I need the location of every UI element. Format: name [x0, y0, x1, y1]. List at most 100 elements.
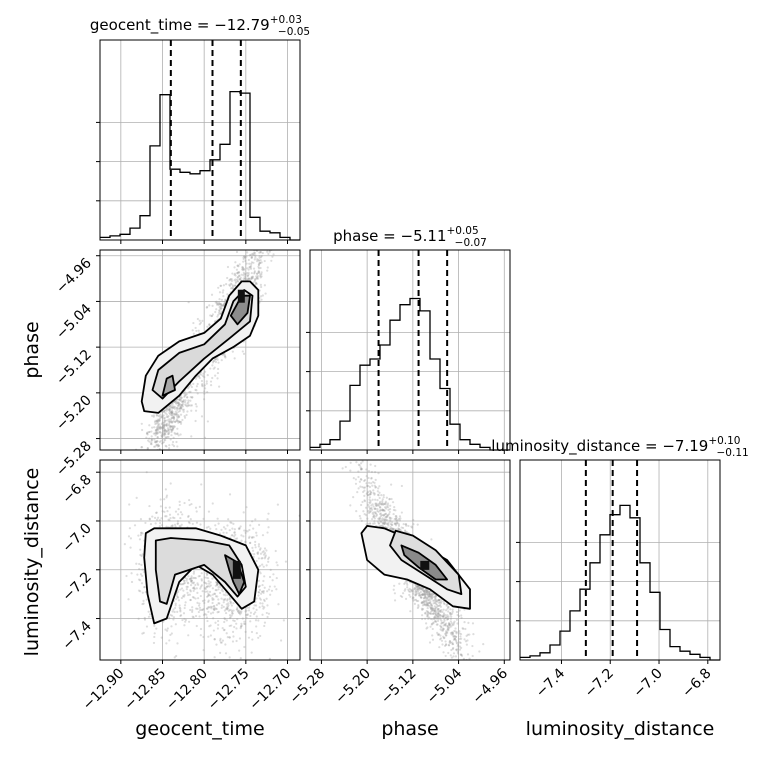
sample-point [275, 226, 277, 228]
sample-point [406, 586, 408, 588]
sample-point [405, 525, 407, 527]
sample-point [188, 391, 190, 393]
sample-point [156, 414, 158, 416]
sample-point [146, 481, 148, 483]
sample-point [188, 301, 190, 303]
sample-point [379, 497, 381, 499]
sample-point [229, 637, 231, 639]
sample-point [232, 523, 234, 525]
sample-point [450, 618, 452, 620]
sample-point [460, 654, 462, 656]
sample-point [207, 636, 209, 638]
sample-point [274, 585, 276, 587]
sample-point [269, 594, 271, 596]
sample-point [206, 383, 208, 385]
sample-point [231, 272, 233, 274]
sample-point [268, 245, 270, 247]
sample-point [128, 461, 130, 463]
sample-point [192, 383, 194, 385]
sample-point [131, 581, 133, 583]
sample-point [349, 469, 351, 471]
sample-point [278, 222, 280, 224]
sample-point [215, 589, 217, 591]
sample-point [214, 656, 216, 658]
sample-point [212, 361, 214, 363]
sample-point [267, 526, 269, 528]
sample-point [251, 256, 253, 258]
sample-point [212, 587, 214, 589]
sample-point [186, 410, 188, 412]
sample-point [229, 609, 231, 611]
sample-point [245, 532, 247, 534]
sample-point [447, 608, 449, 610]
sample-point [276, 577, 278, 579]
sample-point [456, 611, 458, 613]
sample-point [149, 453, 151, 455]
sample-point [152, 664, 154, 666]
sample-point [228, 279, 230, 281]
sample-point [150, 523, 152, 525]
sample-point [174, 611, 176, 613]
xlabel-geocent-time: geocent_time [135, 718, 264, 740]
sample-point [355, 456, 357, 458]
sample-point [140, 564, 142, 566]
sample-point [279, 223, 281, 225]
sample-point [187, 582, 189, 584]
sample-point [236, 537, 238, 539]
sample-point [431, 604, 433, 606]
sample-point [167, 436, 169, 438]
sample-point [376, 510, 378, 512]
sample-point [261, 235, 263, 237]
sample-point [197, 392, 199, 394]
sample-point [196, 522, 198, 524]
sample-point [260, 299, 262, 301]
sample-point [441, 643, 443, 645]
sample-point [218, 611, 220, 613]
sample-point [164, 431, 166, 433]
sample-point [232, 640, 234, 642]
sample-point [141, 632, 143, 634]
sample-point [424, 612, 426, 614]
xlabel-phase: phase [381, 718, 438, 740]
sample-point [227, 636, 229, 638]
sample-point [431, 634, 433, 636]
sample-point [181, 583, 183, 585]
sample-point [164, 421, 166, 423]
sample-point [167, 433, 169, 435]
sample-point [132, 488, 134, 490]
sample-point [222, 295, 224, 297]
sample-point [195, 410, 197, 412]
sample-point [188, 621, 190, 623]
sample-point [252, 607, 254, 609]
sample-point [216, 315, 218, 317]
sample-point [188, 499, 190, 501]
sample-point [161, 433, 163, 435]
sample-point [360, 462, 362, 464]
sample-point [231, 534, 233, 536]
sample-point [254, 252, 256, 254]
sample-point [272, 579, 274, 581]
sample-point [200, 628, 202, 630]
sample-point [176, 445, 178, 447]
sample-point [235, 627, 237, 629]
sample-point [231, 528, 233, 530]
sample-point [285, 561, 287, 563]
sample-point [178, 407, 180, 409]
sample-point [377, 487, 379, 489]
sample-point [203, 581, 205, 583]
sample-point [237, 281, 239, 283]
sample-point [204, 587, 206, 589]
sample-point [226, 606, 228, 608]
sample-point [248, 269, 250, 271]
sample-point [139, 549, 141, 551]
sample-point [254, 518, 256, 520]
sample-point [370, 482, 372, 484]
sample-point [195, 507, 197, 509]
sample-point [219, 592, 221, 594]
sample-point [266, 590, 268, 592]
sample-point [236, 618, 238, 620]
sample-point [180, 404, 182, 406]
sample-point [266, 531, 268, 533]
sample-point [149, 478, 151, 480]
sample-point [171, 409, 173, 411]
